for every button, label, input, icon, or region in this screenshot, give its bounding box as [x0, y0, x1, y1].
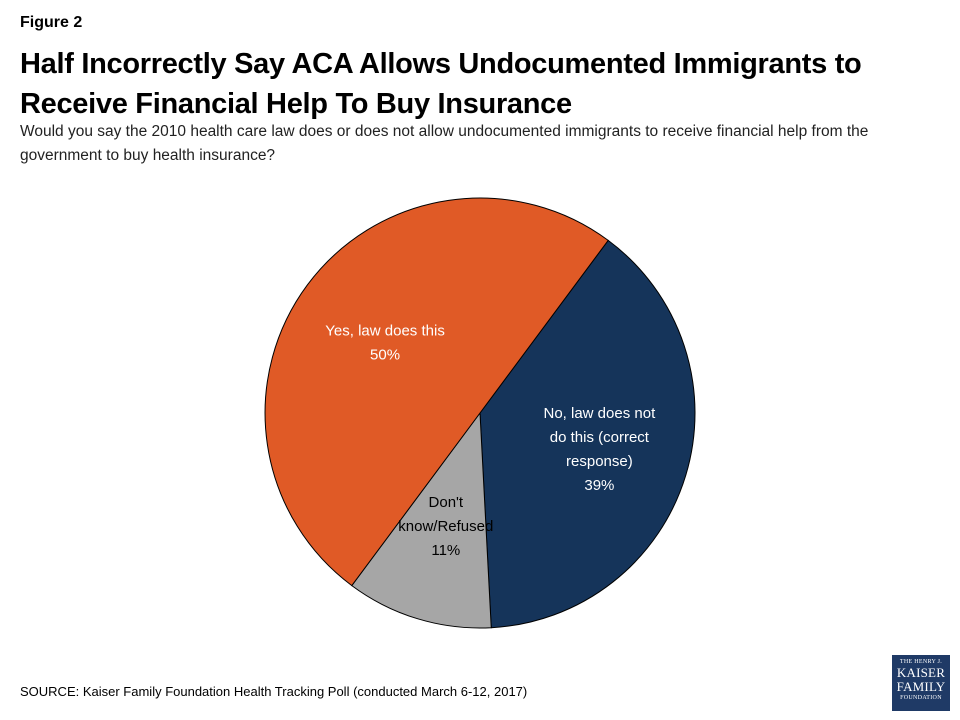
slice-value-label: 50% — [370, 346, 400, 363]
logo-line-1: THE HENRY J. — [899, 659, 943, 665]
pie-slice-2 — [264, 197, 609, 587]
logo-line-2: KAISER — [896, 665, 946, 680]
slice-label-line: Yes, law does this — [325, 322, 445, 339]
chart-subtitle: Would you say the 2010 health care law d… — [20, 123, 869, 164]
slice-label-line: Don't — [429, 494, 464, 511]
slice-label-line: response) — [566, 453, 633, 470]
slice-value-label: 11% — [431, 542, 460, 559]
slice-label-line: No, law does not — [544, 405, 657, 422]
figure-label: Figure 2 — [20, 14, 83, 31]
slice-label-line: know/Refused — [398, 518, 493, 535]
logo-line-3: FAMILY — [896, 679, 946, 694]
kff-logo: THE HENRY J. KAISER FAMILY FOUNDATION — [892, 655, 950, 711]
chart-title: Half Incorrectly Say ACA Allows Undocume… — [20, 48, 862, 120]
slice-label-0: No, law does not do this (correct response… — [544, 405, 657, 494]
slice-label-line: do this (correct — [550, 429, 650, 446]
pie-slice-0 — [479, 239, 696, 629]
slice-value-label: 39% — [584, 477, 614, 494]
logo-line-4: FOUNDATION — [900, 695, 942, 701]
pie-slices — [264, 197, 696, 629]
pie-slice-1 — [351, 411, 492, 629]
pie-labels: No, law does not do this (correct response… — [325, 322, 656, 559]
slice-label-2: Yes, law does this 50% — [325, 322, 445, 363]
slice-label-1: Don't know/Refused 11% — [398, 494, 493, 559]
source-note: SOURCE: Kaiser Family Foundation Health … — [20, 684, 528, 699]
